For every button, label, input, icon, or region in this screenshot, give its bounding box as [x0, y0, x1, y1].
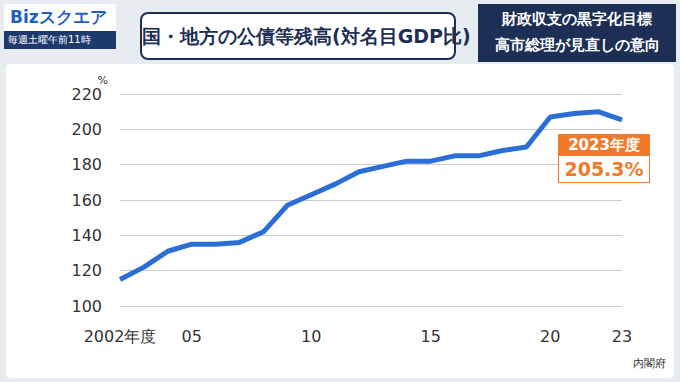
svg-text:205.3%: 205.3%: [564, 158, 643, 180]
svg-text:180: 180: [71, 155, 102, 174]
svg-text:10: 10: [301, 327, 321, 346]
html-text:国・地方の公債等残高(対名目GDP比): 国・地方の公債等残高(対名目GDP比): [142, 25, 471, 47]
svg-text:2002年度: 2002年度: [84, 327, 157, 346]
html-text:財政収支の黒字化目標: 財政収支の黒字化目標: [502, 10, 652, 28]
svg-text:2023年度: 2023年度: [568, 136, 640, 154]
svg-text:05: 05: [182, 327, 202, 346]
svg-text:20: 20: [540, 327, 560, 346]
html-text:内閣府: 内閣府: [633, 357, 666, 370]
svg-text:23: 23: [612, 327, 632, 346]
svg-text:120: 120: [71, 261, 102, 280]
svg-text:200: 200: [71, 120, 102, 139]
svg-text:15: 15: [421, 327, 441, 346]
svg-text:160: 160: [71, 191, 102, 210]
html-text:Bizスクエア: Bizスクエア: [10, 7, 107, 27]
svg-text:220: 220: [71, 85, 102, 104]
svg-text:140: 140: [71, 226, 102, 245]
html-text:高市総理が見直しの意向: 高市総理が見直しの意向: [494, 36, 660, 54]
svg-text:100: 100: [71, 297, 102, 316]
html-text:毎週土曜午前11時: 毎週土曜午前11時: [8, 34, 91, 45]
